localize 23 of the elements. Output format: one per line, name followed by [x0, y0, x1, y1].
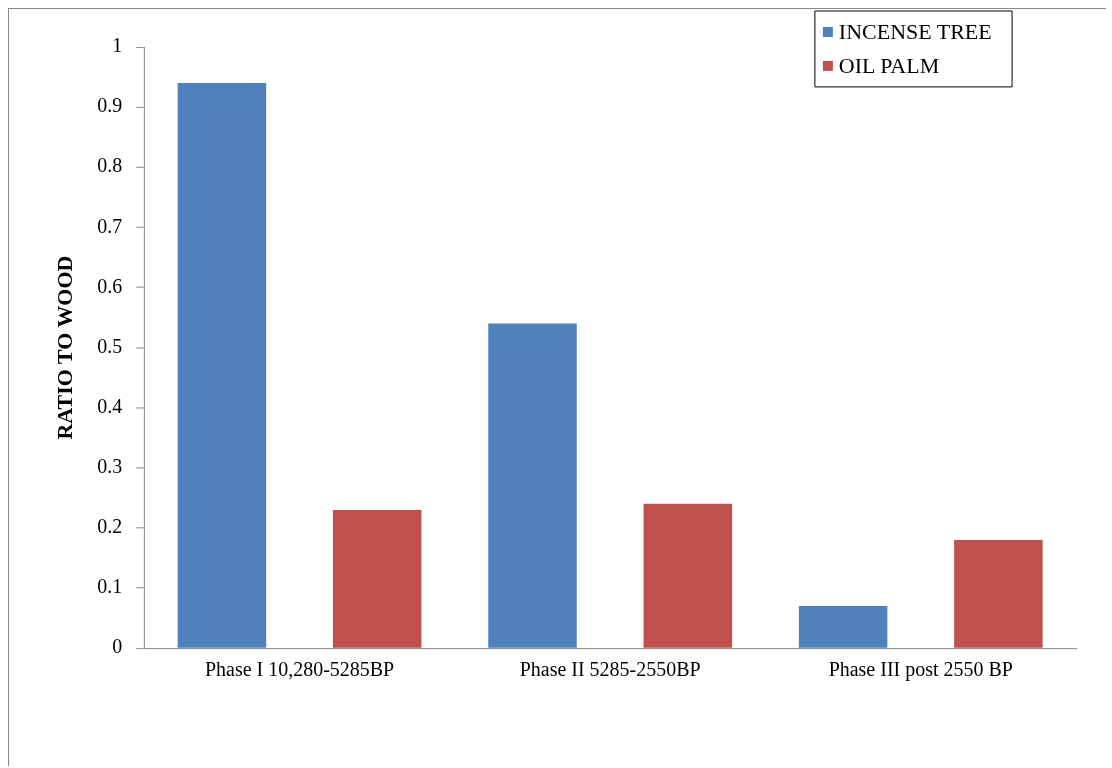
legend-label: OIL PALM [838, 52, 940, 78]
bar [488, 323, 577, 648]
y-tick-label: 0.7 [97, 214, 123, 237]
bar [332, 509, 422, 648]
y-tick-label: 1 [112, 34, 123, 57]
y-tick-label: 0.4 [97, 394, 123, 417]
y-tick-label: 0.9 [97, 94, 123, 117]
y-tick-label: 0.2 [97, 515, 123, 538]
y-tick-label: 0.8 [97, 154, 123, 177]
x-tick-label: Phase I 10,280-5285BP [204, 658, 395, 681]
x-tick-label: Phase II 5285-2550BP [519, 658, 701, 681]
legend-label: INCENSE TREE [838, 18, 992, 44]
bar [177, 83, 267, 648]
x-tick-label: Phase III post 2550 BP [828, 658, 1013, 682]
y-tick-label: 0.1 [97, 575, 123, 598]
bar [643, 503, 733, 648]
bar [798, 606, 888, 648]
y-tick-label: 0.6 [97, 274, 123, 297]
bar [954, 539, 1043, 648]
y-tick-label: 0.5 [97, 334, 123, 357]
y-tick-label: 0 [112, 635, 123, 658]
y-axis-title: RATIO TO WOOD [51, 255, 77, 440]
y-tick-label: 0.3 [97, 455, 123, 478]
